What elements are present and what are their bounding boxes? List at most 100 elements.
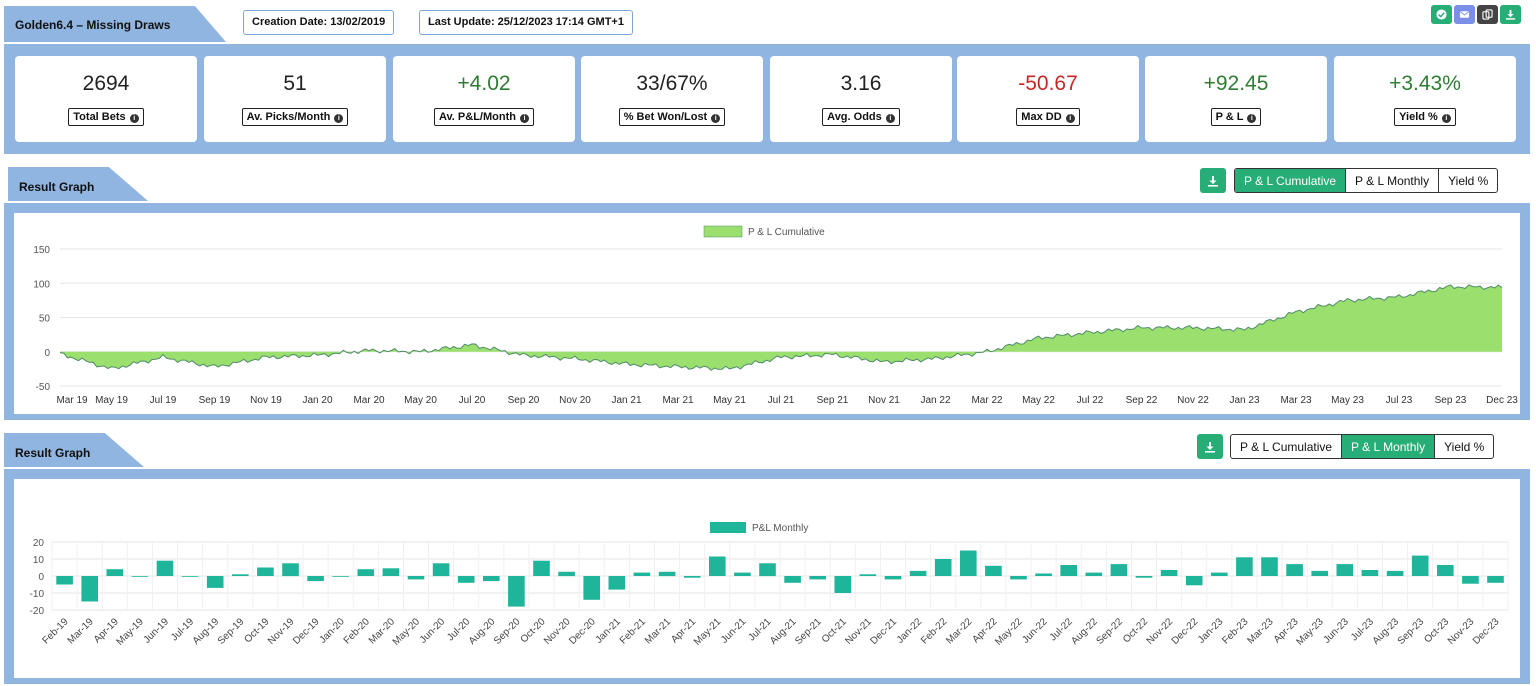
stat-label-text: Av. P&L/Month: [438, 111, 516, 123]
monthly-bar: [432, 563, 450, 577]
monthly-bar: [1110, 564, 1128, 576]
monthly-bar: [131, 576, 149, 577]
x-tick-label: Nov-20: [542, 616, 573, 647]
stat-label-button[interactable]: Av. Picks/Month i: [241, 108, 349, 126]
stat-value: -50.67: [1018, 72, 1078, 95]
x-tick-label: Jan-23: [1196, 616, 1226, 646]
monthly-bar: [257, 567, 274, 576]
stat-label-button[interactable]: Avg. Odds i: [822, 108, 900, 126]
x-tick-label: Nov-19: [266, 616, 297, 647]
info-icon: i: [1065, 114, 1075, 123]
x-tick-label: Sep-21: [793, 616, 824, 647]
x-tick-label: Sep 21: [817, 395, 849, 406]
monthly-bar: [81, 576, 98, 602]
monthly-bar: [181, 576, 199, 577]
x-tick-label: May 19: [95, 395, 128, 406]
monthly-bar: [1060, 565, 1077, 576]
stat-label-text: Total Bets: [73, 111, 126, 123]
x-tick-label: Jun-22: [1020, 616, 1050, 646]
x-tick-label: Feb-22: [919, 616, 949, 646]
x-tick-label: Jan 21: [611, 395, 641, 406]
monthly-bar: [960, 550, 977, 576]
monthly-bar: [1261, 557, 1278, 576]
tab-yield[interactable]: Yield %: [1444, 440, 1485, 454]
x-tick-label: Sep-20: [492, 616, 523, 647]
monthly-bar: [1487, 576, 1504, 583]
stat-label-button[interactable]: % Bet Won/Lost i: [618, 108, 726, 126]
x-tick-label: Sep-23: [1396, 616, 1427, 647]
monthly-bar: [382, 568, 400, 576]
monthly-bar: [834, 576, 852, 593]
top-icon-bar: [1431, 5, 1521, 24]
stat-label-button[interactable]: Total Bets i: [68, 108, 144, 126]
tab-pl-cumulative[interactable]: P & L Cumulative: [1231, 435, 1343, 458]
monthly-bar: [985, 565, 1002, 576]
monthly-bar: [1010, 576, 1027, 580]
monthly-bar: [583, 576, 600, 600]
x-tick-label: Mar 22: [971, 395, 1003, 406]
monthly-bar: [784, 576, 801, 583]
x-tick-label: Sep-22: [1094, 616, 1125, 647]
monthly-bar: [232, 574, 249, 576]
x-tick-label: May 22: [1022, 395, 1055, 406]
x-tick-label: Jun-23: [1322, 616, 1352, 646]
y-tick-label: 0: [38, 572, 44, 583]
result-graph-title-2: Result Graph: [4, 433, 144, 467]
x-tick-label: Mar 21: [662, 395, 694, 406]
download-chart-button[interactable]: [1197, 434, 1223, 459]
x-tick-label: Jun-19: [142, 616, 172, 646]
stat-value: +4.02: [457, 72, 511, 95]
stat-card-avg-odds: 3.16 Avg. Odds i: [770, 56, 952, 142]
legend-label: P & L Cumulative: [748, 227, 825, 238]
monthly-bar: [909, 570, 927, 576]
monthly-bar: [282, 563, 299, 577]
stat-label-button[interactable]: Max DD i: [1016, 108, 1080, 126]
tab-yield[interactable]: Yield %: [1448, 174, 1489, 188]
monthly-pl-chart: 20100-10-20Feb-19Mar-19Apr-19May-19Jun-1…: [30, 522, 1509, 648]
stat-value: 2694: [82, 72, 130, 95]
legend-label: P&L Monthly: [752, 523, 808, 534]
stat-label-button[interactable]: Yield % i: [1394, 108, 1456, 126]
info-icon: i: [520, 114, 530, 123]
stat-card-av-pl: +4.02 Av. P&L/Month i: [393, 56, 575, 142]
check-icon[interactable]: [1431, 5, 1452, 24]
stat-label-button[interactable]: P & L i: [1210, 108, 1262, 126]
tab-pl-monthly[interactable]: P & L Monthly: [1346, 169, 1440, 192]
monthly-bar: [533, 560, 550, 576]
monthly-bar: [1185, 576, 1203, 586]
monthly-bar: [156, 560, 174, 576]
copy-icon[interactable]: [1477, 5, 1498, 24]
monthly-bar: [1035, 573, 1052, 576]
x-tick-label: Aug-19: [191, 616, 222, 647]
x-tick-label: Jun-20: [418, 616, 448, 646]
x-tick-label: Mar-23: [1245, 616, 1275, 646]
stat-label-button[interactable]: Av. P&L/Month i: [433, 108, 535, 126]
monthly-bar: [1386, 570, 1404, 576]
info-icon: i: [129, 114, 139, 123]
result-graph-title-1: Result Graph: [8, 167, 148, 201]
monthly-bar: [1135, 576, 1153, 578]
x-tick-label: Nov-22: [1145, 616, 1176, 647]
x-tick-label: Nov 20: [559, 395, 591, 406]
x-tick-label: Mar 19: [56, 395, 88, 406]
mail-icon[interactable]: [1454, 5, 1475, 24]
monthly-bar: [1361, 570, 1379, 576]
y-tick-label: 150: [33, 245, 50, 256]
tab-pl-cumulative[interactable]: P & L Cumulative: [1235, 169, 1347, 192]
monthly-bar: [1236, 557, 1253, 576]
stat-card-bet-won-lost: 33/67% % Bet Won/Lost i: [581, 56, 763, 142]
y-tick-label: -50: [36, 382, 51, 393]
tab-pl-monthly[interactable]: P & L Monthly: [1342, 435, 1436, 458]
download-chart-button[interactable]: [1200, 168, 1226, 193]
page-title: Golden6.4 – Missing Draws: [4, 6, 226, 42]
x-tick-label: Mar 20: [353, 395, 385, 406]
stat-label-text: Yield %: [1399, 111, 1438, 123]
pl-cumulative-area: [60, 284, 1502, 371]
creation-date: Creation Date: 13/02/2019: [243, 10, 395, 35]
pl-cumulative-line: [59, 284, 1503, 371]
x-tick-label: Sep-19: [216, 616, 247, 647]
download-icon[interactable]: [1500, 5, 1521, 24]
monthly-bar: [658, 571, 676, 577]
x-tick-label: Mar 23: [1280, 395, 1312, 406]
monthly-bar: [1311, 570, 1328, 576]
